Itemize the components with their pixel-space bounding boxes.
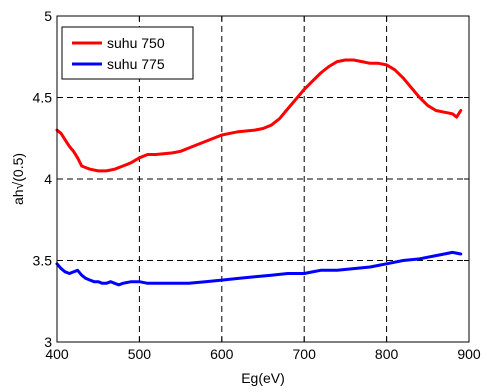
series-line-suhu-750	[55, 58, 463, 173]
y-axis-label: ah√(0.5)	[10, 153, 26, 205]
legend-label-suhu-775: suhu 775	[107, 56, 165, 72]
y-tick-label: 5	[44, 8, 52, 24]
ticks: 400 500 600 700 800 900 3 3.5 4 4.5 5	[33, 8, 481, 362]
series-line-suhu-775	[55, 250, 463, 287]
x-tick-label: 700	[293, 346, 317, 362]
y-tick-label: 4.5	[33, 90, 53, 106]
y-tick-label: 3.5	[33, 253, 53, 269]
y-tick-label: 4	[44, 171, 52, 187]
legend-label-suhu-750: suhu 750	[107, 35, 165, 51]
y-tick-label: 3	[44, 334, 52, 350]
x-tick-label: 800	[375, 346, 399, 362]
series-lines	[55, 58, 463, 287]
x-tick-label: 900	[457, 346, 481, 362]
legend-box	[61, 26, 194, 80]
x-axis-label: Eg(eV)	[241, 370, 285, 386]
x-tick-label: 400	[45, 346, 69, 362]
x-tick-label: 600	[210, 346, 234, 362]
x-tick-label: 500	[128, 346, 152, 362]
legend: suhu 750 suhu 775	[61, 26, 194, 80]
